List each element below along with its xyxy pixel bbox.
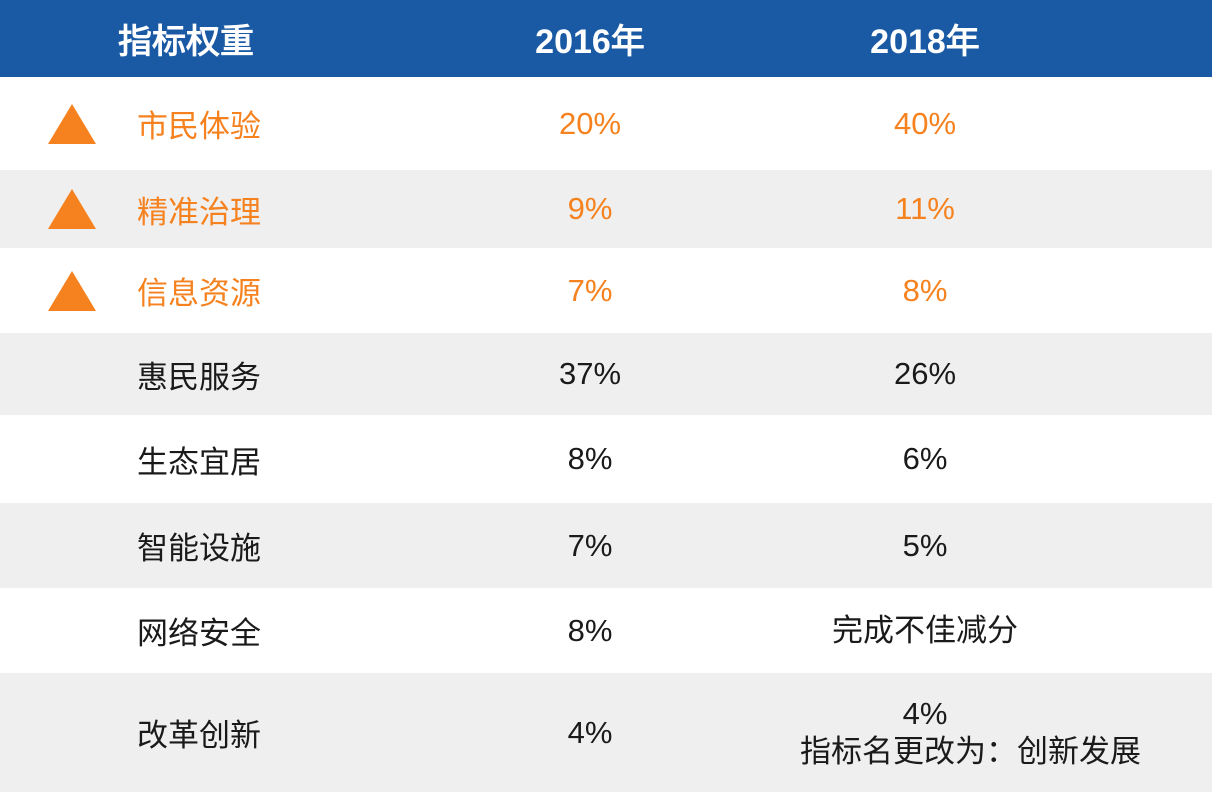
table-row: 智能设施 7% 5% [0, 503, 1212, 588]
up-triangle-icon [47, 103, 96, 144]
table-header-row: 指标权重 2016年 2018年 [0, 0, 1212, 77]
value-2016: 7% [567, 272, 613, 308]
value-2016: 4% [567, 714, 613, 750]
value-2016: 20% [558, 105, 622, 141]
table-row: 改革创新 4% 4% 指标名更改为：创新发展 [0, 673, 1212, 792]
up-triangle-icon [47, 270, 96, 311]
value-2016: 8% [567, 612, 613, 648]
value-2016: 37% [558, 356, 622, 391]
indicator-name: 惠民服务 [137, 359, 261, 395]
indicator-name: 生态宜居 [137, 444, 261, 480]
value-2018: 8% [902, 272, 948, 308]
header-year-2016: 2016年 [535, 23, 645, 61]
value-2018-percent: 4% [902, 695, 948, 731]
value-2018: 40% [893, 105, 957, 141]
indicator-name: 市民体验 [137, 109, 261, 144]
indicator-name: 精准治理 [137, 194, 261, 230]
value-2018: 5% [902, 527, 948, 563]
value-2018: 26% [893, 356, 957, 392]
value-2018-note: 指标名更改为：创新发展 [800, 733, 1141, 769]
header-year-2018: 2018年 [870, 23, 980, 61]
value-2016: 7% [567, 527, 613, 563]
value-2018: 11% [895, 191, 955, 227]
table-row: 精准治理 9% 11% [0, 170, 1212, 248]
value-2018: 完成不佳减分 [832, 612, 1018, 648]
indicator-name: 智能设施 [137, 531, 261, 566]
table-row: 生态宜居 8% 6% [0, 415, 1212, 503]
value-2016: 8% [567, 441, 613, 476]
value-2018: 6% [902, 441, 948, 477]
indicator-name: 网络安全 [137, 616, 261, 651]
value-2016: 9% [567, 191, 613, 226]
table-row: 网络安全 8% 完成不佳减分 [0, 588, 1212, 673]
table-row: 市民体验 20% 40% [0, 77, 1212, 170]
indicator-name: 信息资源 [137, 276, 261, 311]
header-indicator-weight: 指标权重 [118, 23, 254, 61]
table-row: 信息资源 7% 8% [0, 248, 1212, 333]
table-row: 惠民服务 37% 26% [0, 333, 1212, 415]
up-triangle-icon [47, 189, 96, 229]
indicator-name: 改革创新 [137, 718, 261, 753]
value-2018: 4% 指标名更改为：创新发展 [800, 695, 1141, 771]
